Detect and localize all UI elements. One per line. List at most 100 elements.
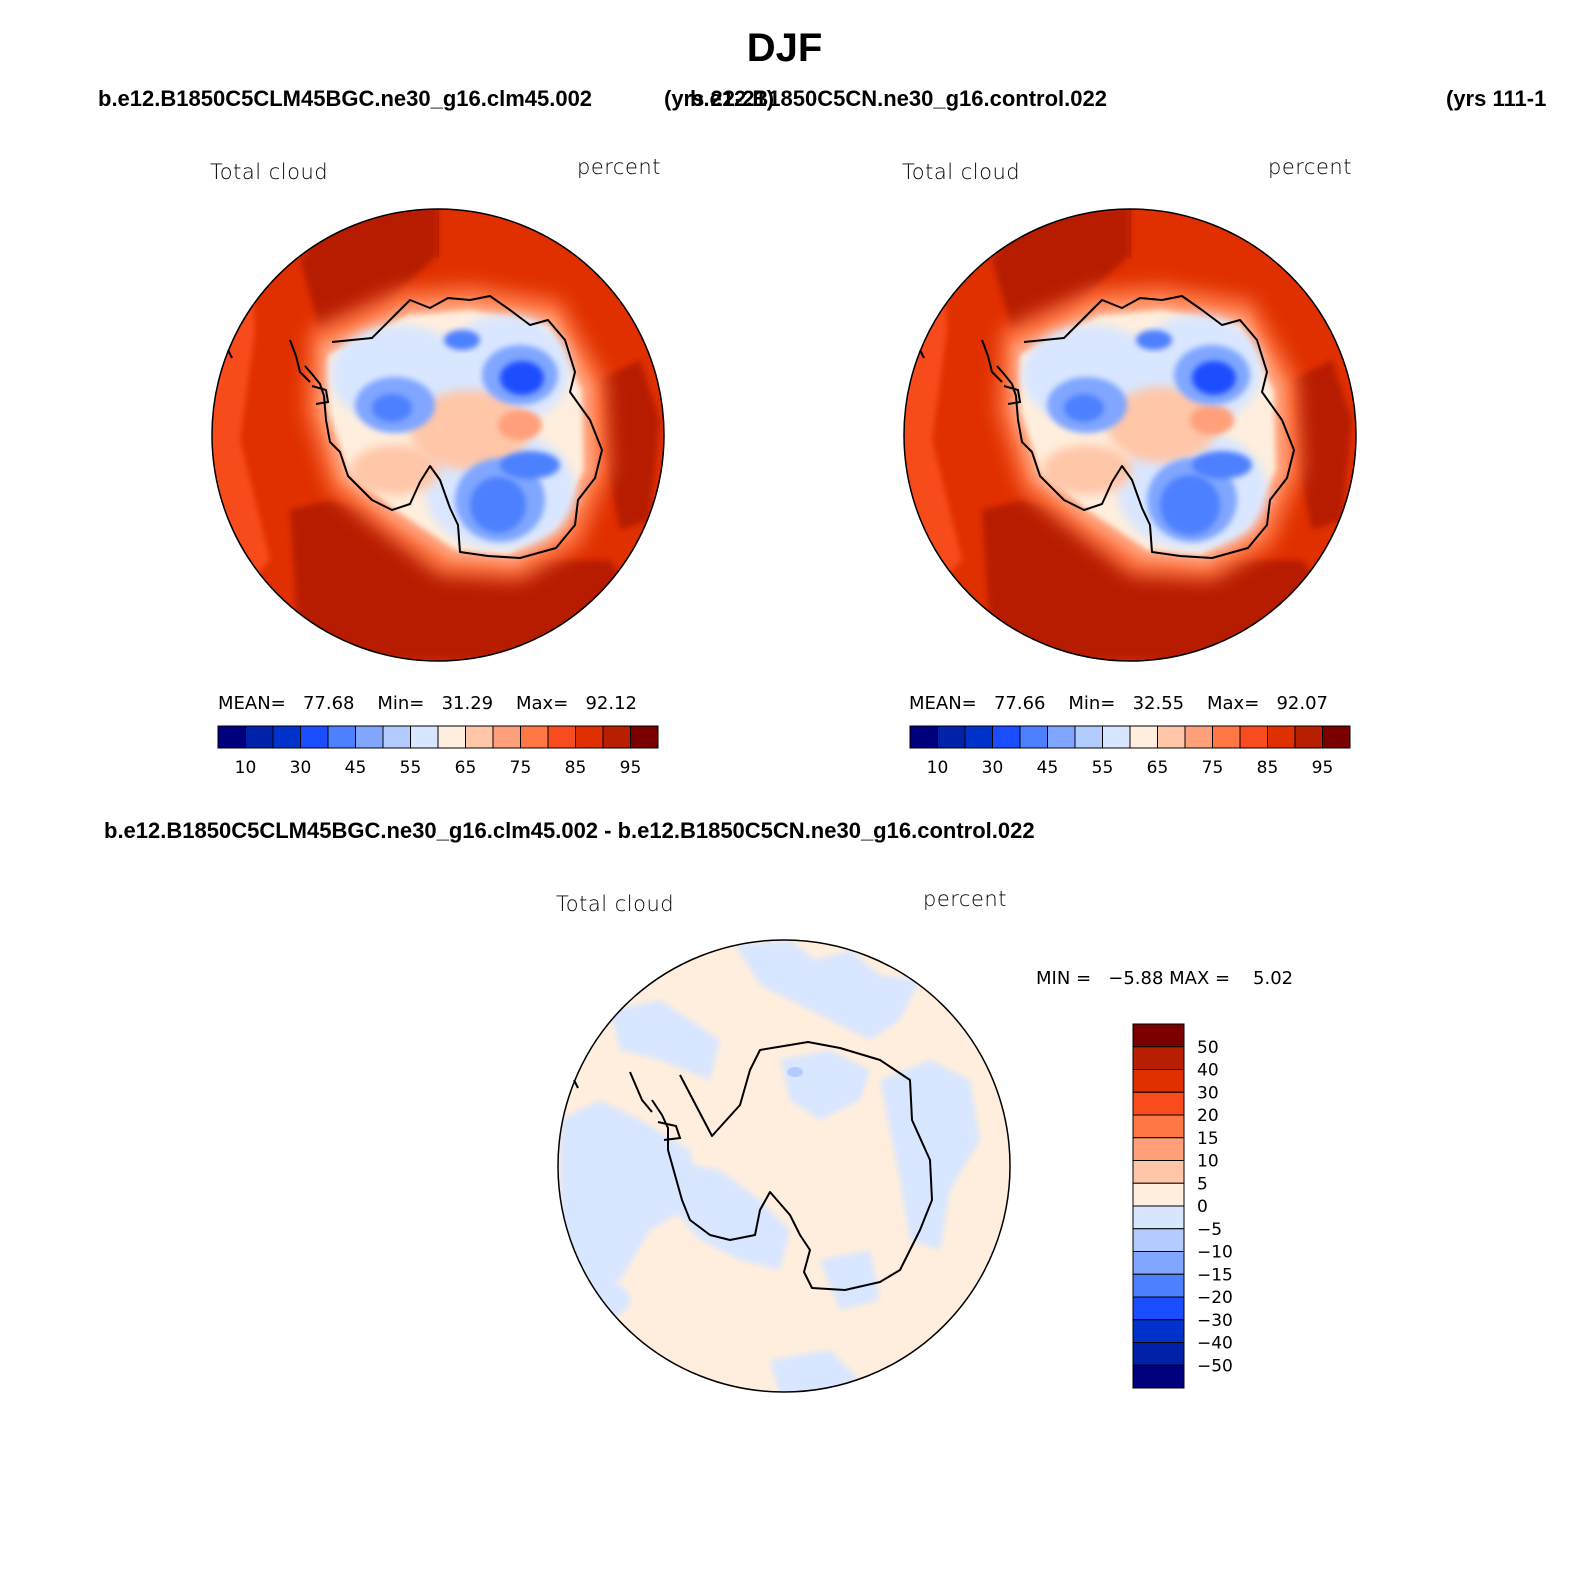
- panel1-stats: MEAN= 77.68 Min= 31.29 Max= 92.12: [218, 693, 637, 714]
- case2-years: (yrs 111-1: [1446, 86, 1547, 111]
- colorbar-tick-label: 55: [400, 758, 422, 778]
- colorbar-swatch: [1212, 725, 1241, 749]
- colorbar-swatch: [1132, 1046, 1185, 1070]
- panel3-minmax: MIN = −5.88 MAX = 5.02: [1036, 968, 1294, 989]
- colorbar-swatch: [1132, 1137, 1185, 1161]
- panel3-peninsula: [629, 1071, 653, 1113]
- colorbar-swatch: [1132, 1228, 1185, 1252]
- colorbar-tick-label: 30: [290, 758, 312, 778]
- colorbar-swatch: [1132, 1091, 1185, 1116]
- colorbar-tick-label: −10: [1197, 1243, 1233, 1263]
- panel1-warm-patch: [350, 445, 440, 495]
- colorbar-tick-label: 55: [1092, 758, 1114, 778]
- panel3-negative-patch: [660, 1160, 790, 1270]
- colorbar-swatch: [1132, 1296, 1185, 1321]
- panel2-high-cloud-band: [992, 209, 1130, 340]
- colorbar-swatch: [1239, 725, 1268, 749]
- colorbar-swatch: [1322, 725, 1351, 749]
- panel1-warm-patch: [498, 410, 542, 440]
- panel2-variable-label: Total cloud: [902, 160, 1021, 184]
- panel3-island: [573, 1079, 579, 1089]
- colorbar-tick-label: 45: [1037, 758, 1059, 778]
- panel3-units-label: percent: [923, 887, 1007, 911]
- colorbar-swatch: [465, 725, 494, 749]
- colorbar-tick-label: −50: [1197, 1356, 1233, 1376]
- colorbar-swatch: [909, 725, 938, 749]
- panel3-variable-label: Total cloud: [556, 892, 675, 916]
- panel1-max-value: 92.12: [585, 693, 637, 714]
- panel2-low-cloud-core: [1192, 451, 1252, 479]
- panel1-map-border: [211, 208, 665, 662]
- panel1-low-cloud-core: [500, 451, 560, 479]
- colorbar-tick-label: 65: [455, 758, 477, 778]
- colorbar-swatch: [1184, 725, 1213, 749]
- panel3-map-border: [557, 939, 1011, 1393]
- colorbar-tick-label: 10: [927, 758, 949, 778]
- panel2-max-label: Max=: [1206, 693, 1260, 714]
- colorbar-swatch: [492, 725, 521, 749]
- colorbar-tick-label: 95: [1312, 758, 1334, 778]
- panel1-colorbar: 10 30 45 55 65 75 85 95: [217, 725, 659, 778]
- panel1-low-cloud-core: [372, 394, 412, 422]
- colorbar-swatch: [1132, 1273, 1185, 1298]
- panel2-map: [904, 209, 1356, 661]
- colorbar-tick-label: −40: [1197, 1334, 1233, 1354]
- panel1-min-label: Min=: [377, 693, 425, 714]
- case2-title: b.e12.B1850C5CN.ne30_g16.control.022: [690, 86, 1107, 111]
- panel2-high-cloud-band: [1292, 360, 1352, 530]
- colorbar-tick-label: 30: [1197, 1083, 1219, 1103]
- colorbar-swatch: [437, 725, 466, 749]
- panel2-warm-patch: [1190, 405, 1234, 435]
- panel2-mean-value: 77.66: [993, 693, 1046, 714]
- panel2-low-cloud-core: [1160, 475, 1220, 535]
- panel3-negative-patch: [880, 1060, 980, 1250]
- panel2-min-value: 32.55: [1132, 693, 1185, 714]
- panel3-coastline: [651, 1041, 933, 1291]
- colorbar-swatch: [520, 725, 549, 749]
- colorbar-swatch: [1074, 725, 1103, 749]
- colorbar-swatch: [630, 725, 659, 749]
- colorbar-swatch: [1132, 1205, 1185, 1230]
- colorbar-tick-label: 75: [510, 758, 532, 778]
- colorbar-tick-label: 50: [1197, 1038, 1219, 1058]
- colorbar-swatch: [410, 725, 439, 749]
- panel2-warm-patch: [1107, 387, 1217, 463]
- panel3-negative-patch: [610, 1000, 720, 1080]
- colorbar-swatch: [1132, 1114, 1185, 1139]
- panel2-mean-label: MEAN=: [909, 693, 977, 714]
- panel2-warm-patch: [1042, 445, 1132, 495]
- panel3-negative-patch: [820, 1250, 880, 1310]
- colorbar-swatch: [1132, 1182, 1185, 1207]
- panel1-high-cloud-band: [290, 500, 640, 660]
- panel3-negative-patch: [570, 1280, 630, 1320]
- colorbar-swatch: [327, 725, 356, 749]
- colorbar-tick-label: 10: [235, 758, 257, 778]
- panel2-units-label: percent: [1268, 155, 1352, 179]
- panel1-warm-patch: [410, 390, 530, 470]
- figure-title: DJF: [746, 26, 823, 70]
- colorbar-swatch: [1267, 725, 1296, 749]
- colorbar-swatch: [217, 725, 246, 749]
- colorbar-swatch: [1047, 725, 1076, 749]
- case1-title: b.e12.B1850C5CLM45BGC.ne30_g16.clm45.002: [98, 86, 593, 111]
- panel3-ice-shelf: [657, 1121, 682, 1141]
- colorbar-swatch: [547, 725, 576, 749]
- panel1-units-label: percent: [577, 155, 661, 179]
- colorbar-swatch: [1102, 725, 1131, 749]
- panel1-variable-label: Total cloud: [210, 160, 329, 184]
- panel2-map-border: [903, 208, 1357, 662]
- colorbar-swatch: [1019, 725, 1048, 749]
- colorbar-swatch: [1132, 1023, 1185, 1048]
- colorbar-tick-label: 0: [1197, 1197, 1208, 1217]
- colorbar-tick-label: 85: [1257, 758, 1279, 778]
- panel1-map: [212, 209, 664, 661]
- colorbar-tick-label: −15: [1197, 1265, 1233, 1285]
- colorbar-swatch: [1132, 1319, 1185, 1343]
- panel3-map: [558, 940, 1010, 1392]
- panel2-coastline: [996, 295, 1295, 559]
- colorbar-swatch: [1132, 1069, 1185, 1093]
- colorbar-tick-label: −20: [1197, 1288, 1233, 1308]
- colorbar-tick-label: 20: [1197, 1106, 1219, 1126]
